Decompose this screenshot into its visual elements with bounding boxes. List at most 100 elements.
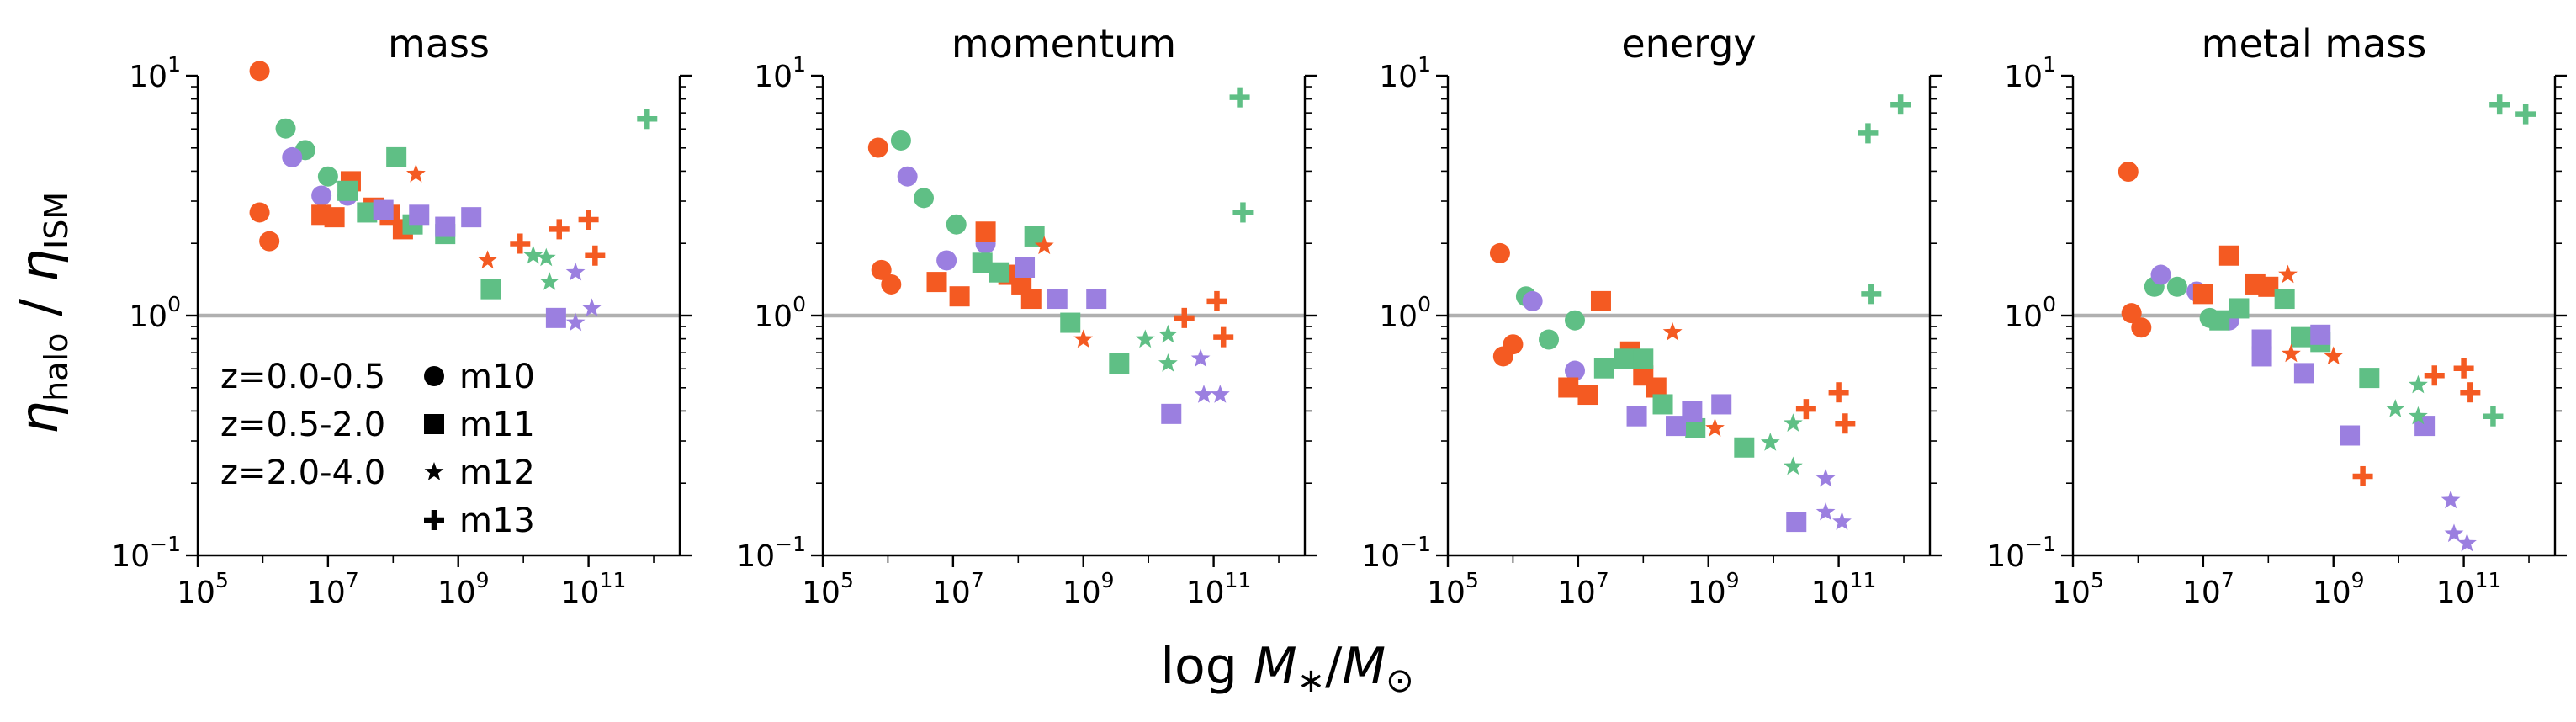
tick-exponent: 7 <box>971 568 984 592</box>
data-point-square-z-low <box>545 307 566 328</box>
tick-exponent: −1 <box>150 532 181 556</box>
data-point-square-z-high <box>949 286 970 307</box>
tick-exponent: 11 <box>2475 568 2502 592</box>
data-point-star-z-high <box>2278 264 2298 284</box>
tick-exponent: 0 <box>792 292 806 316</box>
legend-symbol-star <box>424 462 444 480</box>
data-point-square-z-mid <box>2274 289 2295 310</box>
data-point-square-z-mid <box>1652 394 1673 415</box>
data-point-square-z-mid <box>2291 326 2312 348</box>
tick-exponent: 7 <box>346 568 359 592</box>
data-point-star-z-low <box>1190 348 1211 367</box>
tick-base: 10 <box>307 576 346 610</box>
data-point-square-z-low <box>2310 324 2331 345</box>
tick-base: 10 <box>2004 300 2043 334</box>
x-tick-label: 105 <box>802 568 854 610</box>
data-point-star-z-mid <box>523 245 543 264</box>
y-tick-label: 10−1 <box>1986 532 2056 574</box>
data-point-star-z-low <box>582 298 602 317</box>
x-tick-label: 107 <box>1557 568 1609 610</box>
tick-exponent: 7 <box>2221 568 2234 592</box>
x-tick-label: 109 <box>1063 568 1115 610</box>
data-point-plus-z-mid <box>1861 284 1882 305</box>
x-tick-label: 1011 <box>561 568 627 610</box>
data-point-plus-z-mid <box>2489 94 2510 115</box>
data-point-star-z-high <box>1073 329 1094 348</box>
data-point-square-z-low <box>1786 512 1807 533</box>
x-tick-label: 105 <box>177 568 229 610</box>
tick-base: 10 <box>1811 576 1850 610</box>
data-point-square-z-low <box>1015 257 1036 278</box>
tick-exponent: 1 <box>2043 52 2056 77</box>
y-tick-label: 101 <box>129 52 181 94</box>
data-point-star-z-high <box>2282 343 2301 363</box>
data-point-plus-z-mid <box>1858 123 1879 144</box>
x-tick-label: 109 <box>2313 568 2365 610</box>
data-point-star-z-high <box>1705 417 1725 437</box>
x-label-mass: M <box>1254 637 1297 696</box>
data-point-plus-z-high <box>585 245 606 266</box>
data-point-circle-z-high <box>867 137 888 158</box>
data-point-star-z-mid <box>1784 413 1803 432</box>
y-tick-label: 10−1 <box>1361 532 1431 574</box>
x-label-slash: / <box>1325 637 1343 696</box>
legend-color-z-mid: z=0.5-2.0 <box>220 406 385 444</box>
y-tick-label: 100 <box>129 292 181 334</box>
data-point-circle-z-mid <box>317 166 338 187</box>
tick-base: 10 <box>1186 576 1225 610</box>
tick-exponent: 5 <box>840 568 854 592</box>
y-label-separator: / <box>8 282 70 332</box>
tick-exponent: 11 <box>600 568 627 592</box>
y-label-sub-halo: halo <box>38 333 75 401</box>
data-point-square-z-mid <box>1060 312 1081 333</box>
x-label-mass-sun: M <box>1342 637 1386 696</box>
data-point-circle-z-mid <box>1539 329 1560 350</box>
data-point-square-z-low <box>1711 394 1732 415</box>
data-point-square-z-low <box>1682 401 1703 422</box>
data-point-square-z-low <box>1626 406 1647 427</box>
tick-exponent: 0 <box>1418 292 1431 316</box>
data-point-square-z-high <box>1577 385 1598 406</box>
legend: z=0.0-0.5 z=0.5-2.0 z=2.0-4.0 m10 m11 m1… <box>220 358 535 540</box>
data-point-square-z-mid <box>1633 348 1654 369</box>
data-point-plus-z-mid <box>1229 87 1250 108</box>
tick-base: 10 <box>754 300 792 334</box>
data-point-square-z-low <box>461 207 482 228</box>
data-point-square-z-high <box>1590 290 1611 311</box>
y-tick-label: 10−1 <box>111 532 181 574</box>
data-point-plus-z-high <box>549 219 570 240</box>
x-tick-label: 107 <box>932 568 984 610</box>
panel-title: mass <box>388 21 490 66</box>
data-point-circle-z-mid <box>1564 310 1585 331</box>
tick-base: 10 <box>2313 576 2351 610</box>
tick-base: 10 <box>932 576 971 610</box>
data-point-circle-z-low <box>936 250 957 271</box>
tick-base: 10 <box>111 539 150 574</box>
tick-base: 10 <box>1379 60 1418 94</box>
data-point-star-z-high <box>2324 346 2344 365</box>
legend-symbol-square <box>424 414 444 434</box>
data-point-circle-z-high <box>1503 334 1524 355</box>
data-point-square-z-mid <box>1109 353 1130 374</box>
data-point-circle-z-low <box>1564 360 1585 381</box>
data-point-star-z-low <box>1815 502 1836 521</box>
y-label-eta-num: η <box>8 401 70 434</box>
legend-color-z-high: z=2.0-4.0 <box>220 454 385 492</box>
data-point-square-z-mid <box>2209 310 2230 331</box>
data-point-plus-z-high <box>2460 382 2481 403</box>
tick-exponent: 9 <box>1101 568 1115 592</box>
y-tick-label: 100 <box>1379 292 1431 334</box>
data-point-star-z-mid <box>539 272 559 290</box>
data-point-square-z-low <box>373 199 394 220</box>
panel-title: energy <box>1621 21 1756 66</box>
data-point-square-z-mid <box>989 262 1010 283</box>
data-point-plus-z-high <box>2424 365 2445 386</box>
data-point-square-z-high <box>2218 245 2239 266</box>
y-tick-label: 101 <box>1379 52 1431 94</box>
legend-symbol-circle <box>424 366 444 386</box>
data-point-circle-z-high <box>2121 303 2142 324</box>
data-point-square-z-low <box>1086 289 1107 310</box>
data-point-circle-z-low <box>897 166 918 187</box>
data-point-plus-z-high <box>1206 290 1227 311</box>
